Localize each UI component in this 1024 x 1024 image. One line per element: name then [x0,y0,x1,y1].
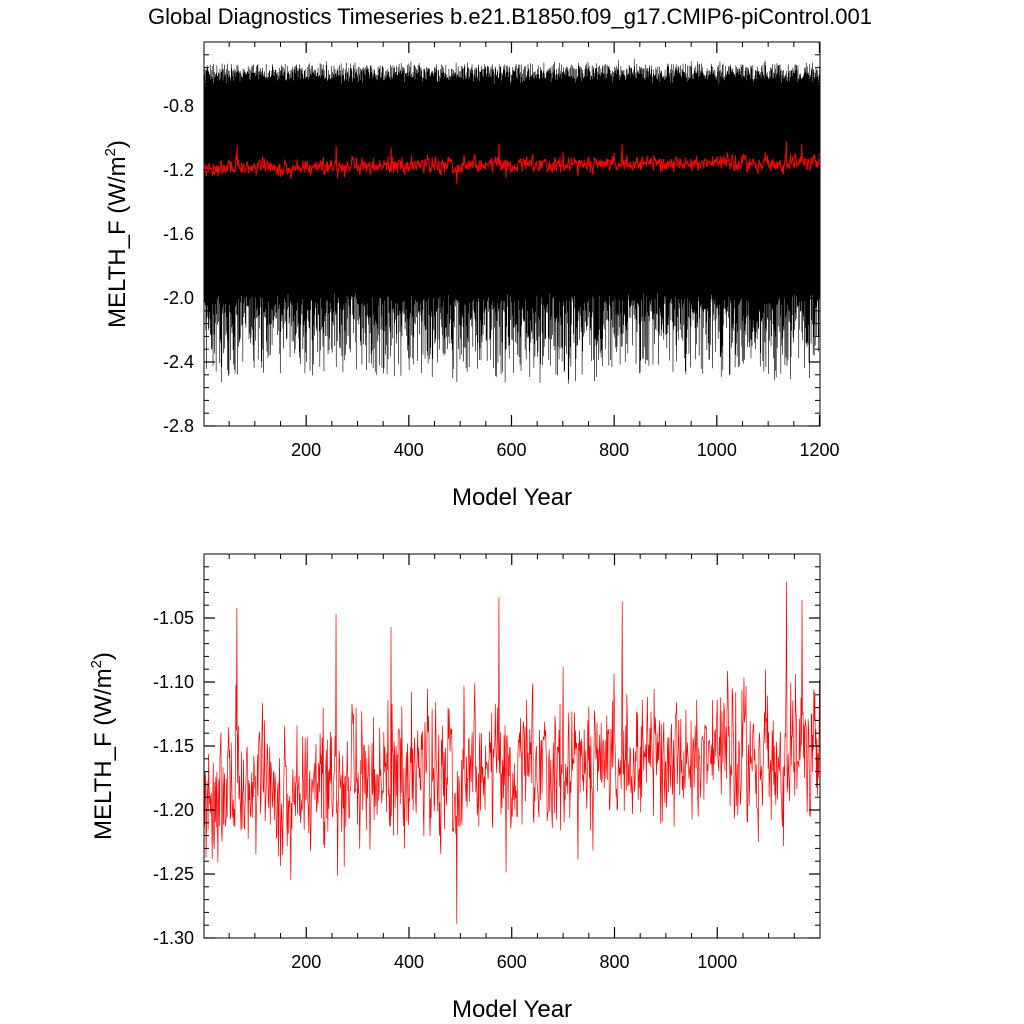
bottom-series-layer [203,582,821,924]
bottom-y-tick-label: -1.15 [153,736,194,756]
top-x-tick-label: 200 [291,440,321,460]
top-y-tick-label: -2.8 [163,416,194,436]
bottom-ylabel-end: ) [90,652,117,660]
top-y-tick-label: -2.4 [163,352,194,372]
top-xlabel: Model Year [452,484,572,511]
top-y-tick-label: -2.0 [163,288,194,308]
bottom-y-tick-label: -1.05 [153,608,194,628]
bottom-x-tick-label: 1000 [697,952,737,972]
top-x-tick-label: 1200 [799,440,839,460]
top-x-tick-label: 600 [496,440,526,460]
bottom-annual-mean-line [203,582,821,924]
bottom-panel: 200 400 600 800 1000 -1.30 -1.25 -1.20 -1.15 -1.1… [88,553,821,1023]
figure-title: Global Diagnostics Timeseries b.e21.B185… [148,4,872,29]
top-ylabel-sup: 2 [102,148,119,156]
bottom-ylabel: MELTH_F (W/m2) [88,652,117,840]
top-ylabel-end: ) [104,140,131,148]
bottom-y-tick-label: -1.20 [153,800,194,820]
top-axes: 200 400 600 800 1000 1200 -2.8 -2.4 -2.0 -1.6 -1.2… [163,41,840,460]
bottom-ylabel-sup: 2 [88,660,105,668]
bottom-y-tick-label: -1.25 [153,864,194,884]
top-series-layer [203,58,821,384]
bottom-y-tick-label: -1.10 [153,672,194,692]
bottom-x-tick-label: 200 [291,952,321,972]
top-x-tick-label: 400 [394,440,424,460]
bottom-plot-frame [203,553,821,939]
top-y-tick-label: -1.2 [163,160,194,180]
bottom-x-tick-label: 600 [497,952,527,972]
top-y-tick-label: -1.6 [163,224,194,244]
top-x-tick-label: 1000 [697,440,737,460]
top-ylabel: MELTH_F (W/m2) [102,140,131,328]
top-ylabel-main: MELTH_F (W/m [104,156,131,328]
top-y-tick-label: -0.8 [163,96,194,116]
bottom-ylabel-main: MELTH_F (W/m [90,668,117,840]
top-annual-mean-line [203,141,821,185]
top-monthly-series-line [203,58,821,384]
bottom-x-tick-label: 800 [599,952,629,972]
top-x-tick-label: 800 [599,440,629,460]
bottom-y-tick-label: -1.30 [153,928,194,948]
bottom-axes: 200 400 600 800 1000 -1.30 -1.25 -1.20 -1.15 -1.1… [153,553,820,972]
bottom-x-tick-label: 400 [394,952,424,972]
top-panel: 200 400 600 800 1000 1200 -2.8 -2.4 -2.0 -1.6 -1.2… [102,41,840,511]
bottom-xlabel: Model Year [452,996,572,1023]
